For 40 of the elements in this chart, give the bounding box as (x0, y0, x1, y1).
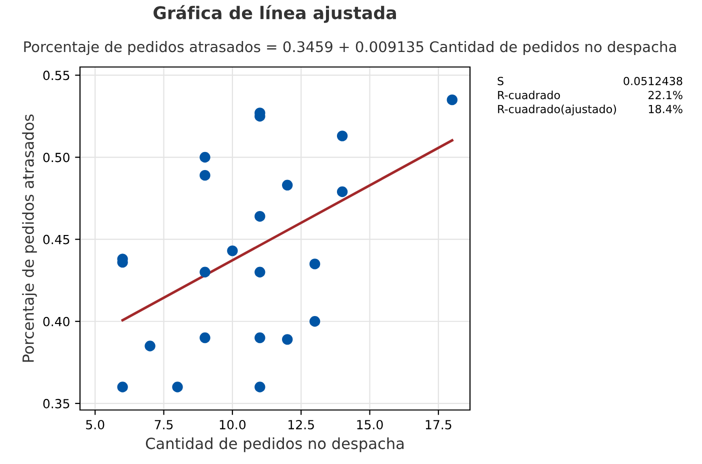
y-tick-label: 0.55 (43, 70, 70, 80)
x-tick-label: 5.0 (86, 420, 104, 430)
point (144, 340, 156, 352)
point (446, 94, 458, 106)
y-tick-label: 0.35 (43, 398, 70, 408)
point (200, 266, 210, 278)
y-tick-label: 0.50 (43, 152, 70, 162)
point (172, 382, 183, 392)
point (309, 316, 320, 327)
text: 22.1% (648, 90, 682, 100)
point (336, 186, 348, 198)
point (200, 332, 210, 344)
text: 18.4% (648, 104, 682, 114)
x-axis-title: Cantidad de pedidos no despacha (146, 437, 404, 452)
text: R-cuadrado (498, 90, 560, 100)
point (309, 258, 320, 270)
x-tick-label: 7.5 (154, 420, 173, 430)
y-tick-label: 0.45 (43, 234, 70, 244)
text: R-cuadrado(ajustado) (498, 104, 616, 116)
point (254, 266, 266, 278)
x-tick-label: 10.0 (220, 420, 246, 430)
point (254, 210, 266, 222)
x-tick-label: 12.5 (288, 420, 314, 430)
text: 0.0512438 (624, 76, 682, 86)
y-axis-title: Porcentaje de pedidos atrasados (22, 114, 37, 362)
point (117, 382, 128, 392)
point (254, 332, 266, 344)
point (200, 152, 210, 163)
x-tick-label: 15.0 (357, 420, 383, 430)
chart-title: Gráfica de línea ajustada (154, 5, 396, 23)
text: S (498, 76, 504, 86)
point (227, 245, 238, 256)
y-tick-label: 0.40 (43, 316, 70, 326)
point (282, 334, 293, 345)
chart-subtitle: Porcentaje de pedidos atrasados = 0.3459 + 0.009135 Cantidad de pedidos no despacha (24, 40, 676, 56)
point (200, 170, 210, 181)
point (282, 180, 293, 191)
x-tick-label: 17.5 (426, 420, 452, 430)
point (336, 130, 348, 142)
point (254, 382, 266, 392)
